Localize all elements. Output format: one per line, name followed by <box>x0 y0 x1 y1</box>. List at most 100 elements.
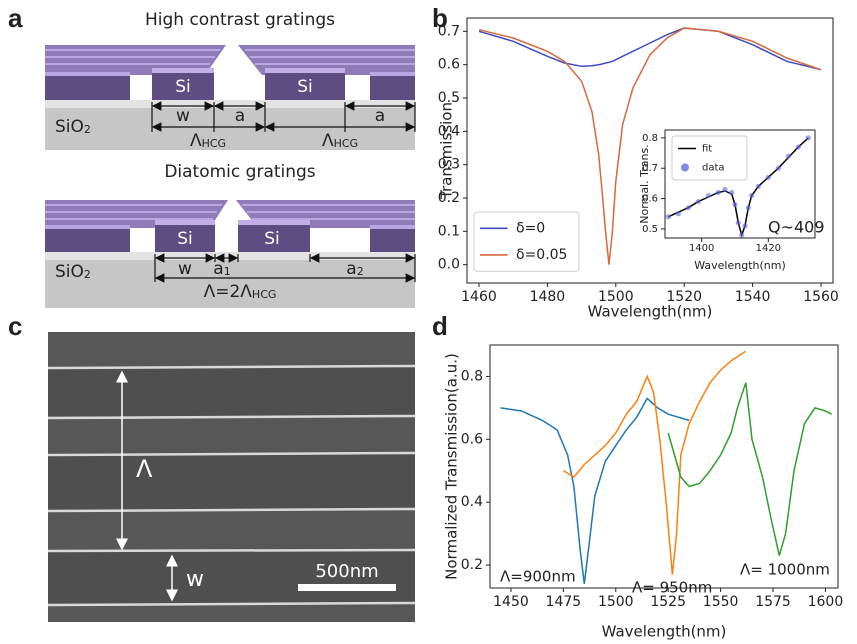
si-label: Si <box>175 77 191 97</box>
annotation: Q~409 <box>768 218 825 237</box>
series-line <box>563 350 747 575</box>
y-axis-label: Transmission <box>438 102 456 200</box>
x-tick-label: 1450 <box>493 594 529 610</box>
series-line <box>478 27 822 265</box>
x-axis-label: Wavelength(nm) <box>602 623 727 641</box>
y-tick-label: 0.6 <box>438 57 460 73</box>
data-point <box>665 214 671 220</box>
y-tick-label: 0.2 <box>461 557 483 573</box>
period-label: ΛHCG <box>190 131 226 151</box>
data-point <box>775 165 781 171</box>
scale-bar-label: 500nm <box>315 561 378 582</box>
data-point <box>732 202 738 208</box>
period-label: Λ=2ΛHCG <box>204 282 277 302</box>
x-tick-label: 1600 <box>808 594 844 610</box>
substrate-label: SiO2 <box>55 117 91 137</box>
y-tick-label: 0.1 <box>438 223 460 239</box>
x-tick-label: 1500 <box>598 594 634 610</box>
data-point <box>749 192 755 199</box>
legend-marker <box>681 163 689 172</box>
data-point <box>785 153 791 159</box>
x-tick-label: 1480 <box>530 289 566 305</box>
series-annotation: Λ= 1000nm <box>740 561 830 579</box>
panel-label: b <box>432 3 448 33</box>
data-point <box>729 189 735 196</box>
y-tick-label: 0.8 <box>642 133 658 144</box>
dim-label: a <box>375 106 385 126</box>
data-point <box>742 223 748 229</box>
data-point <box>755 183 761 190</box>
data-point <box>805 135 811 141</box>
legend-label: fit <box>702 144 712 155</box>
x-tick-label: 1420 <box>756 243 781 254</box>
y-tick-label: 0.7 <box>438 23 460 39</box>
schematic-title: Diatomic gratings <box>164 162 315 182</box>
x-tick-label: 1540 <box>735 289 771 305</box>
legend-frame <box>473 211 580 272</box>
x-tick-label: 1560 <box>803 289 839 305</box>
panel-label: d <box>432 311 448 341</box>
substrate-label: SiO2 <box>55 262 91 282</box>
hcg-schematic: High contrast gratings Si Si SiO2 w a a … <box>45 10 416 151</box>
y-tick-label: 0.4 <box>461 494 483 510</box>
x-axis-label: Wavelength(nm) <box>694 259 786 272</box>
diatomic-schematic: Diatomic gratings Si Si SiO2 w a1 a2 Λ=2… <box>45 162 416 308</box>
data-point <box>695 198 701 205</box>
legend-label: δ=0 <box>516 220 545 236</box>
series-line <box>667 382 833 556</box>
x-tick-label: 1525 <box>650 594 686 610</box>
data-point <box>685 205 691 211</box>
width-label: w <box>186 567 204 592</box>
data-point <box>735 220 741 226</box>
y-tick-label: 0.4 <box>438 123 460 139</box>
series-line <box>500 397 690 584</box>
data-point <box>745 205 751 211</box>
y-tick-label: 0.3 <box>438 157 460 173</box>
data-point <box>739 232 745 238</box>
data-point <box>715 189 721 196</box>
data-point <box>795 144 801 150</box>
y-tick-label: 0.8 <box>461 368 483 384</box>
period-label: Λ <box>136 455 153 483</box>
y-tick-label: 0.6 <box>642 194 658 205</box>
series-annotation: Λ=900nm <box>500 568 576 586</box>
y-tick-label: 0.6 <box>461 431 483 447</box>
y-tick-label: 0.7 <box>642 163 658 174</box>
si-label: Si <box>177 229 193 249</box>
y-tick-label: 0.5 <box>642 224 658 235</box>
legend: δ=0 δ=0.05 <box>473 211 580 272</box>
sem-image: Λ w 500nm <box>47 332 416 622</box>
y-axis-label: Normalized Transmission(a.u.) <box>443 353 461 580</box>
legend: fit data <box>671 135 748 181</box>
dim-label: w <box>176 106 190 126</box>
dim-label: a <box>235 106 245 126</box>
y-axis-label: Normal. Trans. <box>638 144 651 223</box>
data-point <box>722 186 728 193</box>
period-label: ΛHCG <box>322 131 358 151</box>
dim-label: a1 <box>213 259 230 279</box>
y-tick-label: 0.5 <box>438 90 460 106</box>
x-tick-label: 1400 <box>689 243 714 254</box>
schematic-title: High contrast gratings <box>145 10 335 30</box>
si-label: Si <box>297 77 313 97</box>
dim-label: w <box>178 259 192 279</box>
scale-bar <box>298 584 396 591</box>
series-annotation: Λ= 950nm <box>632 579 712 597</box>
legend-label: data <box>702 163 725 174</box>
x-tick-label: 1475 <box>546 594 582 610</box>
legend-label: δ=0.05 <box>516 247 567 263</box>
dim-label: a2 <box>346 259 363 279</box>
y-tick-label: 0.2 <box>438 190 460 206</box>
panel-label: a <box>8 3 23 33</box>
plot-area <box>489 344 839 589</box>
x-tick-label: 1500 <box>598 289 634 305</box>
x-tick-label: 1575 <box>755 594 791 610</box>
data-point <box>705 192 711 199</box>
x-axis-label: Wavelength(nm) <box>588 303 713 321</box>
legend-frame <box>671 135 748 181</box>
x-tick-label: 1550 <box>703 594 739 610</box>
x-tick-label: 1460 <box>461 289 497 305</box>
data-point <box>765 174 771 180</box>
y-tick-label: 0.0 <box>438 257 460 273</box>
